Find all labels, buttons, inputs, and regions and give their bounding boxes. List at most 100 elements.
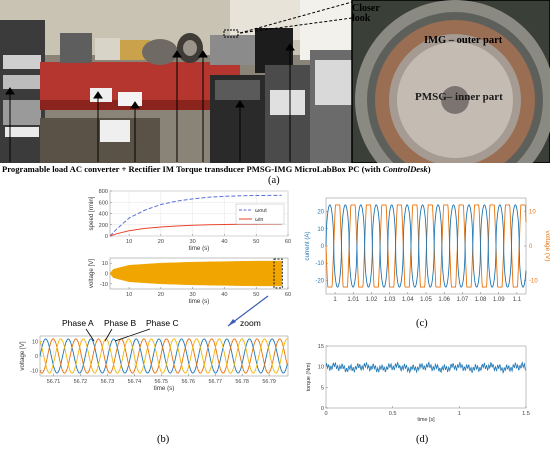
x-tick-label: 1.07 (457, 297, 469, 303)
x-tick-label: 40 (221, 292, 227, 298)
closer-look-label: Closer look (352, 3, 380, 24)
panel-tag-a: (a) (268, 175, 280, 186)
panel-tag-b: (b) (157, 434, 170, 445)
y-axis-label: voltage [V] (88, 259, 95, 289)
y-axis-label: voltage [V] (19, 341, 26, 371)
y-tick-label: 10 (32, 340, 38, 346)
y-tick-label: 0 (321, 244, 325, 250)
x-tick-label: 1 (458, 411, 461, 417)
y-tick-label: -10 (30, 368, 38, 374)
torque-series-line (325, 361, 526, 375)
zoom-window-box (273, 258, 283, 289)
phase-c-pointer (114, 328, 151, 342)
phase-a-label: Phase A (62, 318, 94, 328)
x-tick-label: 56.76 (182, 379, 196, 385)
y2-tick-label: -10 (529, 278, 538, 284)
y2-tick-label: 0 (529, 244, 533, 250)
x-axis-label: time (s) (154, 385, 175, 392)
x-tick-label: 1.08 (475, 297, 487, 303)
phase-b-pointer (104, 328, 113, 342)
x-tick-label: 56.75 (155, 379, 169, 385)
x-tick-label: 30 (190, 239, 196, 245)
x-tick-label: 1.05 (420, 297, 432, 303)
voltage-envelope-area (109, 260, 282, 287)
pmsg-inner-label: PMSG– inner part (415, 91, 503, 103)
x-tick-label: 56.74 (128, 379, 142, 385)
y-tick-label: 0 (105, 234, 108, 240)
y-tick-label: 400 (99, 212, 108, 218)
phase-c-label: Phase C (146, 318, 179, 328)
x-tick-label: 50 (253, 292, 259, 298)
x-tick-label: 20 (158, 239, 164, 245)
x-tick-label: 1.04 (402, 297, 414, 303)
y-tick-label: 10 (102, 261, 108, 267)
y-axis-label: current (A) (304, 231, 311, 260)
x-tick-label: 1.06 (438, 297, 450, 303)
x-axis-label: time [s] (417, 417, 435, 423)
legend-label-omega-in: ωin (255, 217, 263, 223)
x-tick-label: 60 (285, 239, 291, 245)
current-voltage-chart: 1 1.01 1.02 1.03 1.04 1.05 1.06 1.07 1.08 1.09 1.1… (304, 197, 550, 303)
x-tick-label: 40 (221, 239, 227, 245)
phase-a-pointer (85, 328, 95, 342)
x-tick-label: 10 (126, 292, 132, 298)
y-tick-label: 5 (321, 385, 324, 391)
x-tick-label: 56.73 (101, 379, 115, 385)
y2-tick-label: 10 (529, 210, 536, 216)
y2-axis-label: voltage (V) (544, 231, 550, 262)
phase-wave-phase-b (39, 338, 288, 374)
img-outer-label: IMG – outer part (424, 35, 503, 46)
caption-a-italic: ControlDesk (382, 164, 428, 174)
panel-tag-c: (c) (416, 318, 428, 329)
x-tick-label: 1.1 (513, 297, 522, 303)
phase-b-label: Phase B (104, 318, 136, 328)
x-tick-label: 1.03 (384, 297, 396, 303)
y-tick-label: 10 (317, 227, 324, 233)
lab-photo (0, 0, 550, 163)
x-tick-label: 56.78 (235, 379, 249, 385)
plot-frame (325, 197, 527, 295)
phase-wave-phase-c (39, 338, 288, 374)
torque-chart: 0 0.5 1 1.5 0 5 10 15 time [s] torque (Nm) (306, 344, 530, 423)
series-line-omega-out (109, 194, 282, 237)
x-tick-label: 56.77 (208, 379, 222, 385)
y-tick-label: 0 (105, 272, 108, 278)
x-tick-label: 0.5 (389, 411, 397, 417)
y-tick-label: 200 (99, 223, 108, 229)
x-tick-label: 10 (126, 239, 132, 245)
x-tick-label: 56.72 (74, 379, 88, 385)
x-tick-label: 1.01 (347, 297, 359, 303)
phase-wave-phase-a (39, 338, 288, 374)
x-tick-label: 56.71 (47, 379, 61, 385)
y-tick-label: 0 (35, 354, 38, 360)
panel-c-chart: 1 1.01 1.02 1.03 1.04 1.05 1.06 1.07 1.08 1.09 1.1… (304, 197, 550, 303)
x-tick-label: 1.02 (366, 297, 378, 303)
y-tick-label: -10 (315, 261, 324, 267)
x-tick-label: 30 (190, 292, 196, 298)
y-axis-label: speed [rmin] (88, 196, 95, 230)
x-tick-label: 1.5 (522, 411, 530, 417)
y-tick-label: 20 (317, 210, 324, 216)
x-axis-label: time (s) (189, 298, 210, 305)
y-tick-label: -20 (315, 278, 324, 284)
y-tick-label: 0 (321, 406, 324, 412)
x-tick-label: 20 (158, 292, 164, 298)
panel-d-chart: 0 0.5 1 1.5 0 5 10 15 time [s] torque (Nm) (306, 344, 530, 423)
y-axis-label: torque (Nm) (306, 362, 312, 391)
x-axis-label: time (s) (189, 245, 210, 252)
x-tick-label: 60 (285, 292, 291, 298)
legend-label-omega-out: ωout (255, 208, 267, 214)
caption-a-suffix: ) (427, 164, 431, 174)
x-tick-label: 1 (333, 297, 337, 303)
y-tick-label: 15 (318, 344, 324, 350)
panel-tag-d: (d) (416, 434, 429, 445)
x-tick-label: 56.79 (262, 379, 276, 385)
x-tick-label: 0 (324, 411, 327, 417)
x-tick-label: 50 (253, 239, 259, 245)
x-tick-label: 1.09 (493, 297, 505, 303)
y-tick-label: -10 (100, 282, 108, 288)
zoom-arrowhead (228, 319, 236, 326)
voltage-wave (325, 204, 527, 288)
